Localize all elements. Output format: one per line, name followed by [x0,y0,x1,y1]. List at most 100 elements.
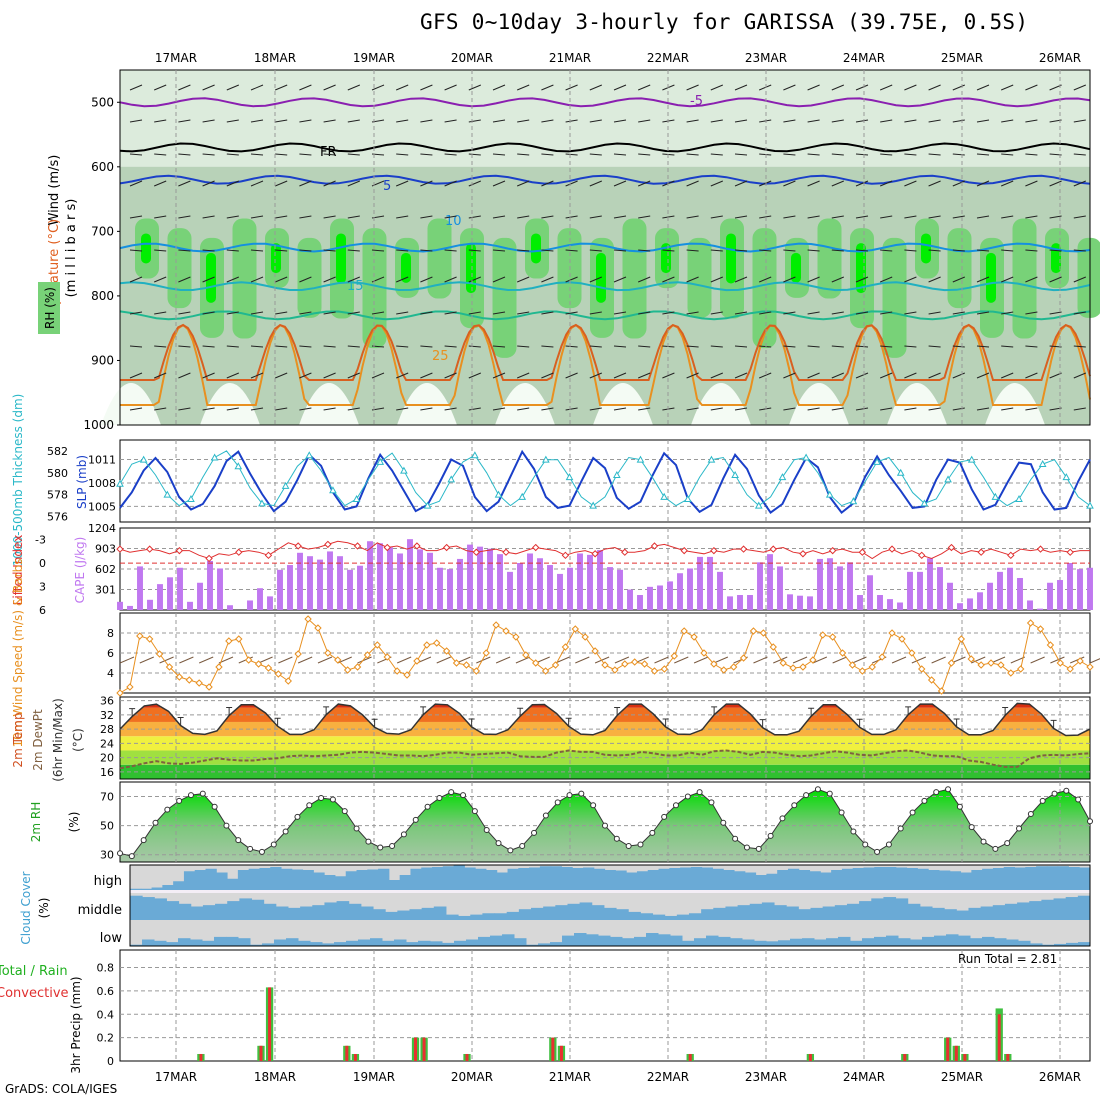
upper-wind-barb [734,276,748,283]
upper-wind-barb [541,119,554,123]
cloud-bar-middle-74 [1029,901,1042,920]
upper-wind-barb [541,372,554,379]
wind10-marker-83 [937,687,946,695]
temp-minmax-1 [129,708,136,717]
day-label-bottom-1: 18MAR [254,1070,296,1084]
rh-moist-cell-25 [947,228,972,309]
rh-saturated-cell-10 [466,243,476,294]
wind10-marker-60 [710,660,718,668]
cloud-bar-high-20 [345,871,358,890]
cloud-bar-high-76 [949,871,962,890]
upper-wind-barb [952,276,965,283]
wind10-barb-38 [495,656,511,664]
cape-bar-64 [757,562,763,610]
upper-wind-barb [468,215,481,219]
upper-wind-barb [783,407,796,411]
rh2m-marker-7 [199,790,206,797]
upper-wind-barb [250,215,264,219]
wind10-marker-54 [650,667,659,675]
cape-bar-26 [377,543,383,610]
rh-saturated-cell-2 [206,252,216,303]
day-label-bottom-3: 20MAR [451,1070,493,1084]
thickness-marker-12 [258,499,266,507]
upper-wind-barb [541,276,554,283]
wind10-barb-6 [179,656,194,664]
wind10-marker-68 [789,664,797,672]
wind10-marker-47 [581,633,589,641]
rh-saturated-cell-20 [791,252,801,283]
upper-wind-barb [976,215,990,219]
upper-wind-barb [613,249,627,252]
upper-wind-barb [299,372,312,379]
cloud-bar-high-12 [259,868,271,890]
upper-wind-barb [541,153,554,156]
cloud-bar-low-21 [382,940,395,946]
rh2m-marker-3 [152,819,159,826]
cloud-bar-low-45 [670,935,683,946]
wind10-marker-28 [393,667,401,675]
cloud-bar-low-32 [514,938,527,946]
upper-wind-barb [1073,372,1086,379]
cloud-bar-middle-78 [1077,895,1091,920]
upper-wind-barb [299,153,312,156]
cape-bar-81 [927,558,933,610]
upper-wind-barb [1001,119,1014,123]
cloud-bar-high-45 [615,870,627,890]
cloud-bar-high-15 [291,869,304,890]
temp-minmax-25 [420,706,427,715]
temp-minmax-61 [856,718,863,728]
cloud-bar-high-84 [1036,866,1048,890]
upper-wind-barb [226,345,239,348]
wind10-barb-98 [1089,658,1100,664]
upper-wind-barb [299,215,312,219]
temp-minmax-29 [468,718,475,727]
wind10-marker-21 [324,649,332,657]
upper-wind-barb [202,345,215,348]
cloud-bar-high-49 [658,868,670,890]
lifted-index-marker-9 [205,554,213,563]
upper-wind-barb [517,345,530,348]
cape-bar-50 [617,569,623,610]
upper-wind-barb [904,249,917,252]
upper-wind-barb [638,215,651,219]
upper-wind-barb [299,249,312,252]
upper-wind-barb [299,311,312,315]
upper-wind-barb [202,311,215,315]
thickness-marker-16 [305,451,314,459]
upper-wind-barb [444,249,457,252]
cloud-bar-middle-31 [506,911,520,920]
wind10-marker-1 [126,683,134,691]
cape-bar-48 [597,550,603,610]
upper-wind-barb [541,215,554,219]
upper-wind-barb [444,372,457,379]
upper-wind-barb [299,119,312,123]
cloud-bar-middle-75 [1041,899,1055,920]
wind10-marker-26 [373,641,382,649]
upper-wind-barb [275,84,288,91]
upper-wind-barb [783,276,796,283]
thickness-marker-44 [636,455,645,463]
rh2m-marker-57 [791,802,798,809]
upper-wind-barb [880,311,893,315]
upper-wind-barb [783,119,796,123]
rh2m-marker-72 [968,824,975,831]
wind10-barb-66 [773,656,788,664]
cloud-bar-middle-72 [1004,903,1018,920]
wind10-marker-73 [838,649,847,657]
upper-wind-barb [1025,215,1038,219]
thickness-tick-580: 580 [47,467,68,480]
wind10-marker-2 [136,632,144,640]
upper-wind-barb [468,84,481,91]
upper-wind-barb [928,180,941,187]
upper-wind-barb [783,153,796,156]
upper-wind-barb [638,276,651,283]
wind10-marker-81 [918,665,926,673]
day-label-top-7: 24MAR [843,51,885,65]
rh2m-marker-76 [1016,825,1023,832]
upper-wind-barb [517,311,530,315]
cloud-bar-middle-35 [555,905,568,920]
wind10-barb-70 [812,656,828,664]
cloud-bar-high-14 [281,868,293,890]
cape-bar-96 [1077,569,1083,610]
upper-wind-barb [759,153,772,156]
